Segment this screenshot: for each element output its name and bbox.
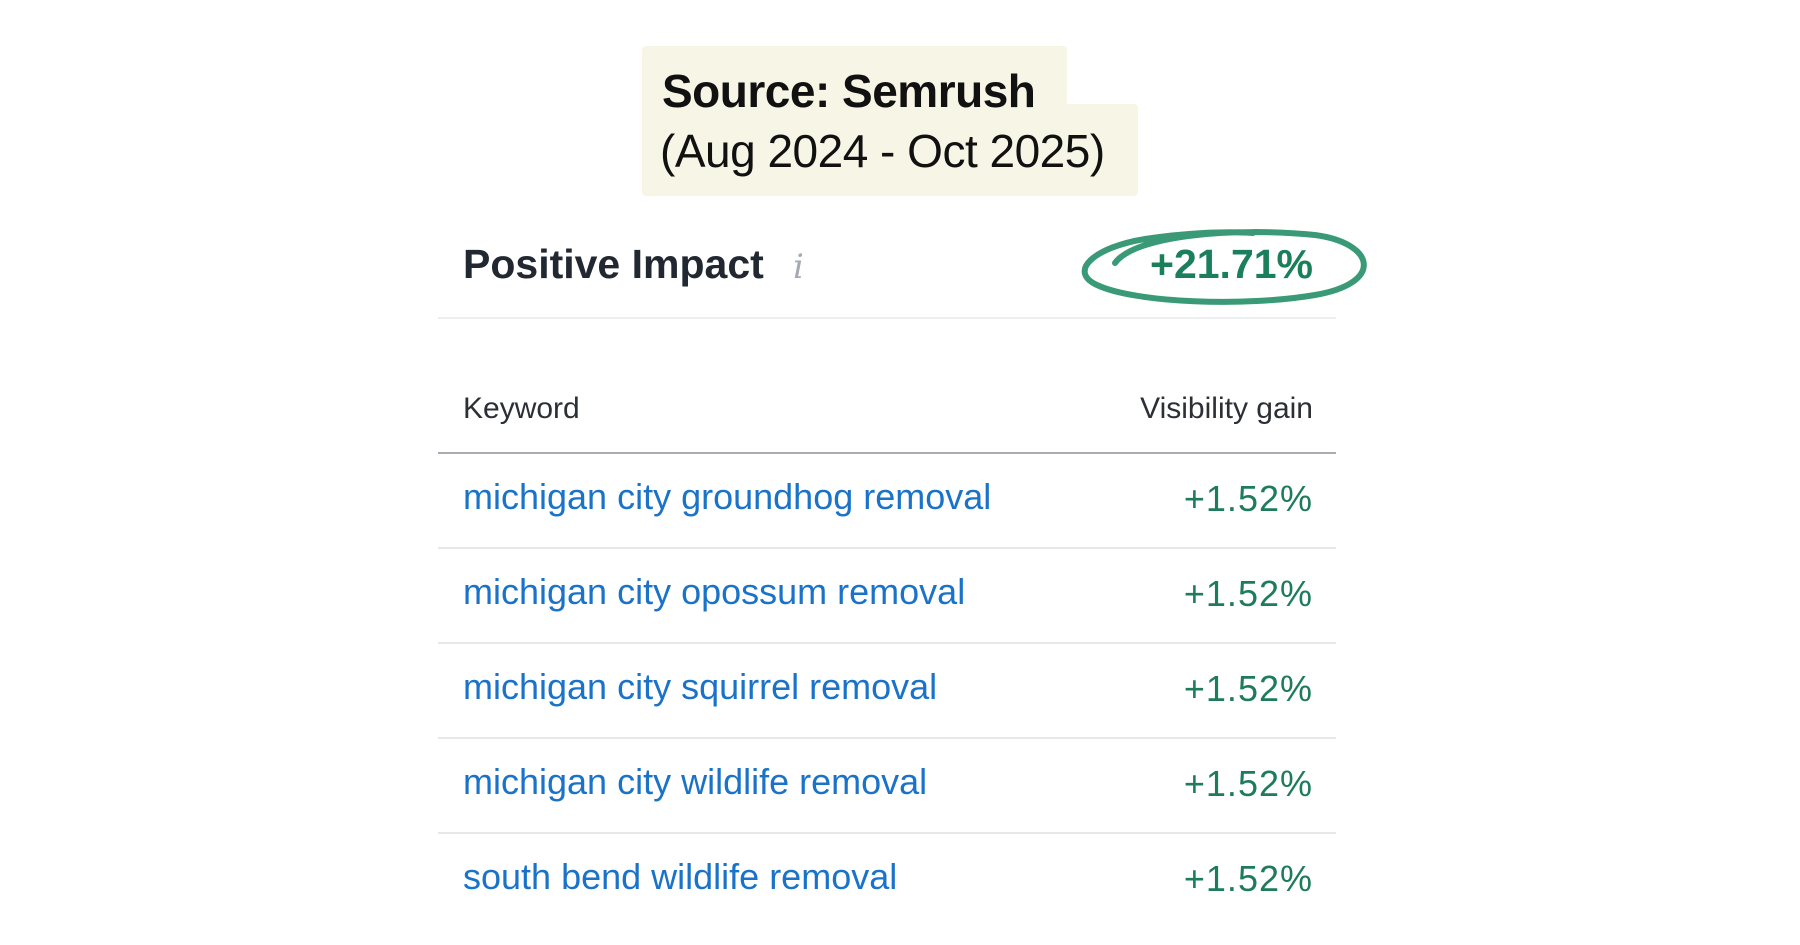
source-note-highlight-extension	[642, 104, 1138, 196]
table-row: michigan city squirrel removal +1.52%	[438, 644, 1336, 739]
visibility-gain-value: +1.52%	[1183, 763, 1313, 804]
visibility-gain-value: +1.52%	[1183, 478, 1313, 519]
keyword-link[interactable]: michigan city groundhog removal	[463, 476, 992, 517]
source-note: Source: Semrush (Aug 2024 - Oct 2025)	[642, 46, 1142, 196]
keyword-link[interactable]: south bend wildlife removal	[463, 856, 898, 897]
table-row: michigan city wildlife removal +1.52%	[438, 739, 1336, 834]
source-note-title: Source: Semrush	[662, 65, 1036, 117]
positive-impact-header: Positive Impact i +21.71%	[438, 225, 1336, 319]
keyword-link[interactable]: michigan city opossum removal	[463, 571, 966, 612]
table-row: michigan city groundhog removal +1.52%	[438, 454, 1336, 549]
hand-drawn-circle-annotation	[1081, 229, 1367, 305]
column-header-visibility-gain[interactable]: Visibility gain	[1140, 392, 1313, 425]
keyword-table: Keyword Visibility gain michigan city gr…	[438, 370, 1336, 927]
positive-impact-value: +21.71%	[1150, 241, 1313, 287]
table-header: Keyword Visibility gain	[438, 370, 1336, 454]
column-header-keyword[interactable]: Keyword	[463, 392, 580, 425]
visibility-gain-value: +1.52%	[1183, 668, 1313, 709]
positive-impact-title: Positive Impact	[463, 241, 764, 287]
info-icon[interactable]: i	[793, 247, 804, 287]
table-row: south bend wildlife removal +1.52%	[438, 834, 1336, 927]
source-note-date-range: (Aug 2024 - Oct 2025)	[660, 125, 1105, 177]
keyword-link[interactable]: michigan city squirrel removal	[463, 666, 938, 707]
keyword-link[interactable]: michigan city wildlife removal	[463, 761, 928, 802]
visibility-gain-value: +1.52%	[1183, 573, 1313, 614]
visibility-gain-value: +1.52%	[1183, 858, 1313, 899]
table-row: michigan city opossum removal +1.52%	[438, 549, 1336, 644]
